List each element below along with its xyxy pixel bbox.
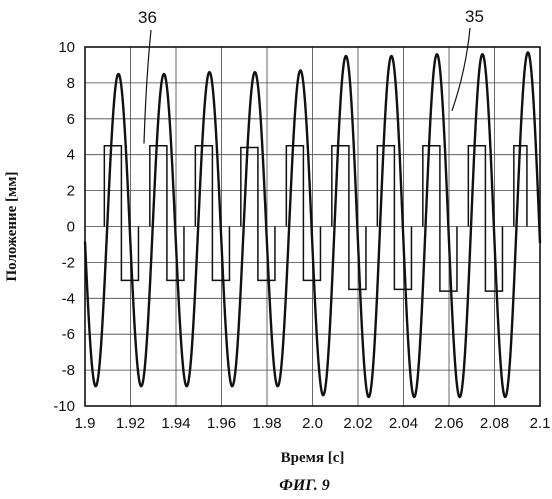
x-tick-label: 1.9 (75, 415, 96, 432)
figure-caption: ФИГ. 9 (279, 477, 330, 494)
y-axis-label: Положение [мм] (4, 172, 20, 282)
y-tick-label: 4 (67, 147, 75, 164)
x-tick-label: 1.94 (161, 415, 190, 432)
x-axis-label: Время [с] (281, 450, 345, 466)
x-tick-label: 2.1 (530, 415, 551, 432)
x-tick-label: 1.96 (207, 415, 236, 432)
y-tick-label: -2 (62, 254, 75, 271)
annotation-35-leader (452, 28, 470, 111)
tick-labels: 1.9 1.92 1.94 1.96 1.98 2.0 2.02 2.04 2.06 2.08 2.… (53, 39, 550, 432)
y-tick-label: 2 (67, 183, 75, 200)
annotations: 36 35 (138, 7, 484, 144)
y-tick-label: -6 (62, 326, 75, 343)
annotation-35-label: 35 (465, 7, 484, 26)
y-tick-label: 0 (67, 219, 75, 236)
x-tick-label: 2.06 (434, 415, 463, 432)
x-tick-label: 2.08 (480, 415, 509, 432)
x-tick-label: 2.04 (389, 415, 418, 432)
x-tick-label: 1.98 (252, 415, 281, 432)
x-tick-label: 1.92 (116, 415, 145, 432)
y-tick-label: -4 (62, 290, 75, 307)
y-tick-label: -8 (62, 362, 75, 379)
x-tick-label: 2.0 (302, 415, 323, 432)
y-tick-label: 6 (67, 111, 75, 128)
y-tick-label: 10 (58, 39, 75, 56)
x-tick-label: 2.02 (343, 415, 372, 432)
annotation-36-label: 36 (138, 8, 157, 27)
y-tick-label: -10 (53, 398, 75, 415)
y-tick-label: 8 (67, 75, 75, 92)
